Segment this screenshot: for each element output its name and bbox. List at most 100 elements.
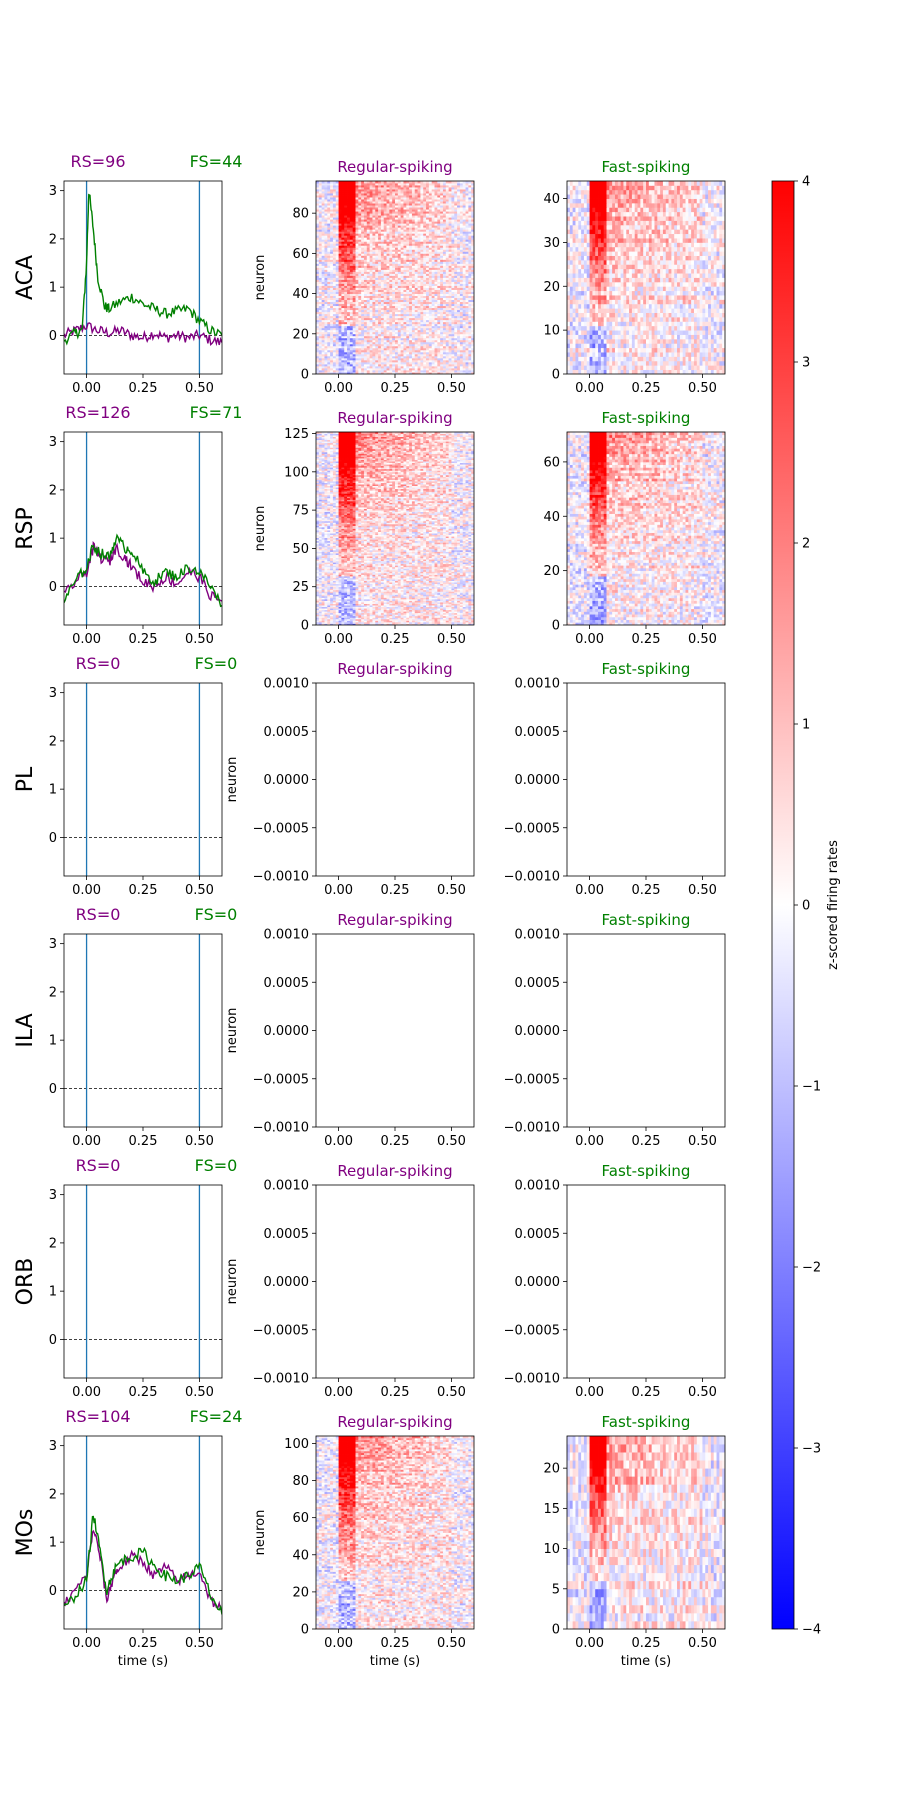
- heatmap-cell: [392, 255, 396, 258]
- heatmap-cell: [358, 337, 362, 341]
- heatmap-cell: [392, 233, 396, 236]
- heatmap-cell: [347, 283, 351, 286]
- heatmap-cell: [426, 257, 430, 260]
- heatmap-cell: [468, 325, 472, 329]
- heatmap-cell: [344, 351, 348, 355]
- heatmap-cell: [349, 263, 354, 266]
- heatmap-cell: [363, 237, 368, 240]
- heatmap-cell: [414, 261, 418, 264]
- heatmap-cell: [445, 337, 450, 341]
- heatmap-cell: [409, 305, 413, 309]
- heatmap-cell: [423, 357, 427, 361]
- heatmap-cell: [327, 363, 331, 367]
- heatmap-cell: [389, 283, 393, 286]
- heatmap-cell: [375, 263, 379, 266]
- heatmap-cell: [395, 293, 399, 296]
- heatmap-cell: [431, 335, 435, 339]
- heatmap-cell: [417, 359, 421, 363]
- heatmap-cell: [471, 353, 474, 357]
- heatmap-cell: [457, 367, 461, 371]
- heatmap-cell: [330, 349, 334, 353]
- heatmap-cell: [338, 267, 342, 270]
- heatmap-cell: [392, 225, 396, 228]
- heatmap-cell: [426, 335, 430, 339]
- heatmap-cell: [403, 307, 407, 311]
- heatmap-cell: [341, 263, 345, 266]
- heatmap-cell: [403, 331, 407, 335]
- heatmap-cell: [372, 287, 376, 290]
- heatmap-cell: [349, 197, 354, 200]
- heatmap-cell: [324, 279, 328, 282]
- heatmap-cell: [392, 203, 396, 206]
- heatmap-cell: [361, 269, 365, 272]
- heatmap-cell: [318, 277, 323, 280]
- heatmap-cell: [366, 265, 371, 268]
- heatmap-cell: [316, 199, 320, 202]
- heatmap-cell: [471, 249, 474, 252]
- heatmap-cell: [355, 351, 359, 355]
- heatmap-cell: [378, 201, 382, 204]
- heatmap-cell: [383, 249, 387, 252]
- heatmap-cell: [423, 197, 427, 200]
- heatmap-cell: [397, 249, 402, 252]
- heatmap-cell: [414, 361, 418, 365]
- heatmap-cell: [395, 209, 399, 212]
- heatmap-cell: [434, 311, 438, 315]
- heatmap-cell: [457, 351, 461, 355]
- heatmap-cell: [341, 287, 345, 290]
- heatmap-cell: [434, 233, 438, 236]
- heatmap-cell: [341, 205, 345, 208]
- heatmap-cell: [471, 301, 474, 305]
- heatmap-cell: [335, 363, 339, 367]
- heatmap-cell: [344, 307, 348, 311]
- heatmap-cell: [386, 347, 390, 351]
- heatmap-cell: [411, 223, 416, 226]
- heatmap-cell: [321, 283, 325, 286]
- heatmap-cell: [462, 343, 466, 347]
- heatmap-cell: [468, 259, 472, 262]
- heatmap-cell: [344, 329, 348, 333]
- heatmap-cell: [454, 319, 458, 323]
- heatmap-cell: [347, 333, 351, 337]
- heatmap-cell: [383, 335, 387, 339]
- heatmap-cell: [355, 305, 359, 309]
- heatmap-cell: [386, 337, 390, 341]
- heatmap-cell: [355, 273, 359, 276]
- heatmap-cell: [465, 353, 469, 357]
- heatmap-cell: [363, 265, 368, 268]
- heatmap-cell: [462, 345, 466, 349]
- heatmap-cell: [386, 205, 390, 208]
- heatmap-cell: [448, 203, 452, 206]
- heatmap-cell: [363, 225, 368, 228]
- heatmap-cell: [318, 275, 323, 278]
- heatmap-cell: [338, 301, 342, 305]
- heatmap-cell: [349, 303, 354, 307]
- heatmap-cell: [380, 237, 385, 240]
- heatmap-cell: [383, 241, 387, 244]
- heatmap-cell: [420, 221, 424, 224]
- heatmap-cell: [366, 291, 371, 294]
- heatmap-cell: [349, 249, 354, 252]
- heatmap-cell: [355, 199, 359, 202]
- heatmap-cell: [400, 355, 404, 359]
- heatmap-cell: [358, 301, 362, 305]
- heatmap-cell: [349, 325, 354, 329]
- heatmap-cell: [423, 305, 427, 309]
- heatmap-cell: [363, 313, 368, 317]
- heatmap-cell: [372, 205, 376, 208]
- heatmap-cell: [445, 309, 450, 313]
- heatmap-cell: [355, 211, 359, 214]
- heatmap-cell: [468, 367, 472, 371]
- heatmap-cell: [338, 253, 342, 256]
- heatmap-cell: [386, 199, 390, 202]
- heatmap-cell: [445, 369, 450, 373]
- heatmap-cell: [392, 343, 396, 347]
- heatmap-cell: [465, 303, 469, 307]
- heatmap-cell: [437, 215, 441, 218]
- heatmap-cell: [471, 243, 474, 246]
- heatmap-cell: [431, 289, 435, 292]
- heatmap-cell: [338, 257, 342, 260]
- heatmap-cell: [392, 267, 396, 270]
- heatmap-cell: [327, 211, 331, 214]
- heatmap-cell: [380, 339, 385, 343]
